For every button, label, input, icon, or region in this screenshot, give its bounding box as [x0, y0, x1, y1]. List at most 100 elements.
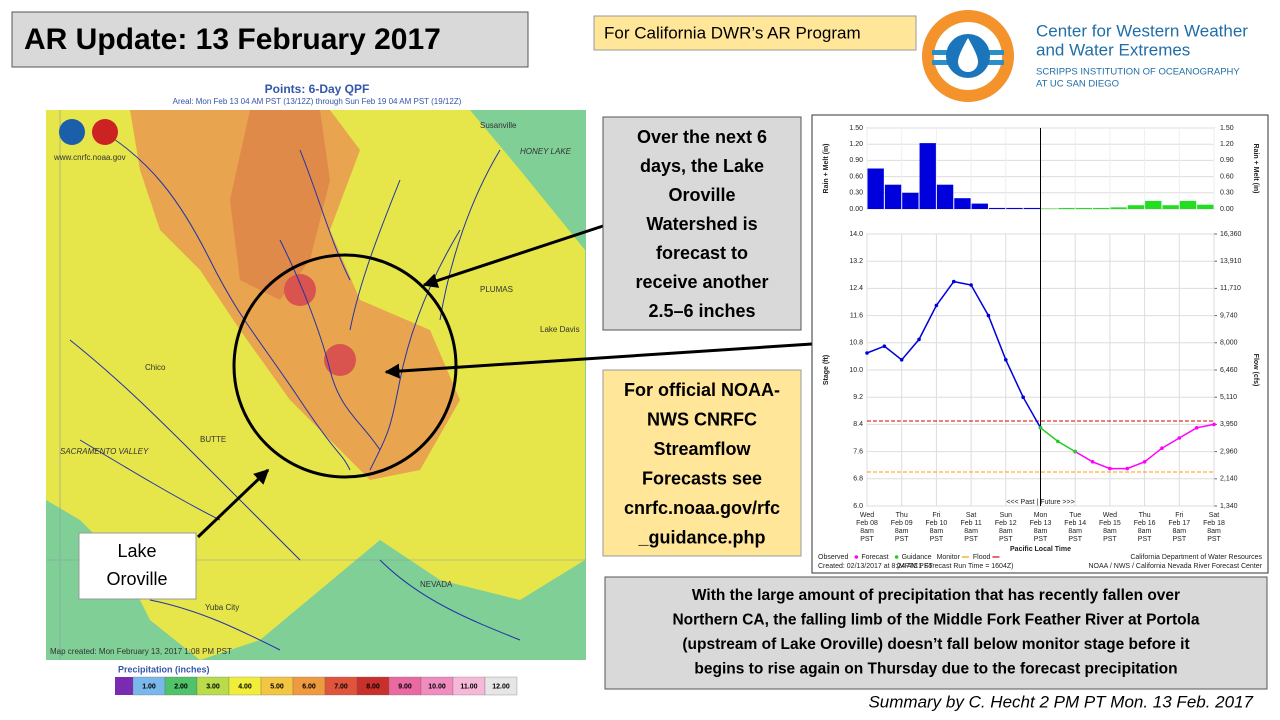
x-tick-label: PST — [895, 536, 909, 543]
rain-bar — [1197, 204, 1214, 209]
colorbar-label: 11.00 — [460, 683, 477, 690]
y-tick-label: 10.0 — [849, 367, 863, 374]
colorbar-label: 3.00 — [206, 683, 220, 690]
rain-bar — [936, 184, 954, 209]
stage-point — [899, 358, 904, 362]
x-tick-label: Feb 11 — [960, 520, 981, 527]
place-label: HONEY LAKE — [520, 147, 572, 156]
stage-point — [1160, 446, 1164, 451]
arrow — [384, 342, 813, 379]
rain-bar — [867, 168, 884, 209]
x-tick-label: PST — [1103, 536, 1117, 543]
colorbar-label: 12.00 — [492, 683, 510, 690]
colorbar-label: 4.00 — [238, 683, 252, 690]
x-tick-label: PST — [964, 536, 978, 543]
stage-point — [882, 344, 887, 349]
text-line: Watershed is — [646, 214, 757, 234]
y-tick-label: 0.90 — [849, 157, 863, 164]
logo-institution: AT UC SAN DIEGO — [1036, 79, 1119, 90]
x-tick-label: PST — [1172, 536, 1186, 543]
chart-credit: NOAA / NWS / California Nevada River For… — [1088, 563, 1262, 570]
colorbar-label: 7.00 — [334, 683, 348, 690]
rain-bar — [971, 203, 988, 209]
y-tick-label: 14.0 — [849, 231, 863, 238]
arrow — [196, 468, 270, 539]
y-tick-label: 0.00 — [849, 206, 863, 213]
x-tick-label: Thu — [1139, 512, 1151, 519]
rain-bar — [884, 184, 902, 209]
x-tick-label: Feb 17 — [1168, 520, 1190, 527]
program-box — [593, 15, 917, 51]
y2-tick-label: 3,950 — [1220, 421, 1238, 428]
y-tick-label: 8.4 — [853, 421, 863, 428]
rain-bar — [1110, 207, 1127, 209]
rain-bar — [1041, 208, 1058, 209]
x-tick-label: Feb 08 — [856, 520, 878, 527]
x-axis-label: Pacific Local Time — [1010, 546, 1071, 553]
stage-point — [1004, 358, 1008, 362]
rain-bar — [954, 198, 971, 209]
logo-institution: SCRIPPS INSTITUTION OF OCEANOGRAPHY — [1036, 67, 1240, 78]
legend-label: Monitor — [937, 554, 961, 561]
y-tick-label: 0.30 — [849, 190, 863, 197]
text-line: For official NOAA- — [624, 380, 780, 400]
text-line: Forecasts see — [642, 468, 762, 488]
rain-axis-label: Rain + Melt (in) — [823, 144, 830, 194]
colorbar: 1.00 2.00 3.00 4.00 5.00 6.00 7.00 8.00 9.00 10.0… — [115, 676, 518, 696]
rain-bar — [1093, 207, 1110, 209]
y2-tick-label: 1,340 — [1220, 503, 1238, 510]
colorbar-label: 5.00 — [270, 683, 284, 690]
callout-box — [602, 369, 802, 557]
place-label: PLUMAS — [480, 285, 513, 294]
x-tick-label: 8am — [1103, 528, 1117, 535]
x-tick-label: Fri — [932, 512, 941, 519]
legend-label: Guidance — [902, 554, 932, 561]
colorbar-label: 9.00 — [398, 683, 412, 690]
y2-tick-label: 13,910 — [1220, 258, 1242, 265]
x-tick-label: PST — [999, 536, 1013, 543]
x-tick-label: Feb 14 — [1064, 520, 1086, 527]
logo-name: and Water Extremes — [1036, 40, 1190, 59]
map — [46, 110, 586, 660]
legend-dot — [894, 555, 899, 559]
place-label: Susanville — [480, 121, 517, 130]
place-label: Yuba City — [205, 603, 239, 612]
stage-point — [1073, 449, 1077, 454]
y-axis-label: Stage (ft) — [823, 355, 830, 385]
rain-bar — [1162, 205, 1179, 209]
x-tick-label: Sat — [966, 512, 977, 519]
rain-bar — [1023, 207, 1040, 209]
stage-point — [1021, 395, 1025, 400]
y-tick-label: 0.60 — [1220, 173, 1234, 180]
x-tick-label: Feb 16 — [1134, 520, 1156, 527]
x-tick-label: PST — [1068, 536, 1082, 543]
y-tick-label: 12.4 — [849, 285, 863, 292]
x-tick-label: Thu — [896, 512, 908, 519]
rain-axis-label: Rain + Melt (in) — [1252, 144, 1259, 194]
x-tick-label: Feb 13 — [1030, 520, 1052, 527]
y-tick-label: 0.00 — [1220, 206, 1234, 213]
text-line: With the large amount of precipitation t… — [692, 587, 1180, 604]
y-tick-label: 6.0 — [853, 503, 863, 510]
title-box — [11, 11, 529, 68]
text-line: days, the Lake — [640, 156, 764, 176]
map-website: www.cnrfc.noaa.gov — [53, 153, 126, 162]
x-tick-label: Fri — [1175, 512, 1184, 519]
lake-label: Oroville — [106, 569, 167, 589]
x-tick-label: Sun — [1000, 512, 1013, 519]
summary: With the large amount of precipitation t… — [672, 587, 1199, 678]
x-tick-label: Feb 10 — [926, 520, 948, 527]
callout-forecast: Over the next 6 days, the Lake Oroville Wat… — [635, 127, 768, 321]
x-tick-label: 8am — [1172, 528, 1186, 535]
x-tick-label: 8am — [1138, 528, 1152, 535]
colorbar-cell — [484, 676, 518, 696]
legend-dot — [854, 555, 859, 559]
stage-point — [865, 351, 869, 355]
x-tick-label: Wed — [1103, 512, 1117, 519]
place-label: SACRAMENTO VALLEY — [60, 447, 149, 456]
rain-bar — [1006, 207, 1023, 209]
map-title: Points: 6-Day QPF — [265, 82, 370, 96]
y-tick-label: 6.8 — [853, 476, 863, 483]
hydrograph: 0.00 0.00 0.30 0.30 0.60 0.60 0.90 0.90 1.20 1.20… — [818, 125, 1263, 570]
stage-point — [1194, 426, 1199, 430]
